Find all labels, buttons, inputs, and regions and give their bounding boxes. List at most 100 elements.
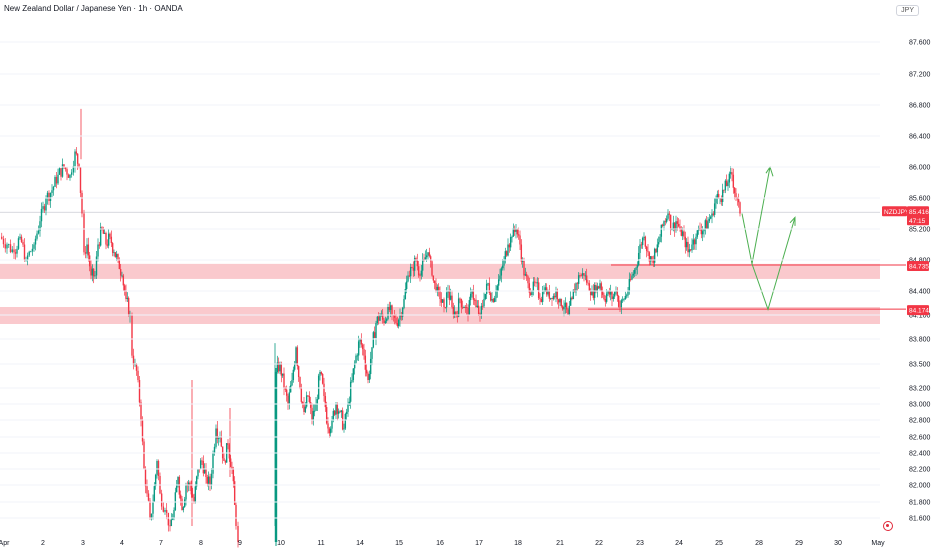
candle-body	[368, 374, 371, 380]
candle-body	[9, 244, 12, 253]
candle-body	[677, 223, 680, 227]
candle-body	[387, 307, 389, 320]
candle-body	[220, 437, 223, 447]
candle-body	[90, 266, 92, 276]
candle-body	[541, 292, 544, 302]
price-axis[interactable]: 87.600 87.200 86.800 86.400 86.000 85.600 85.2…	[0, 40, 931, 523]
candle-body	[476, 305, 479, 307]
time-axis[interactable]: Apr 2 3 4 7 8 9 10 11 14 15 16 17 18 21 22 23 24 25 28 29 30 M…	[0, 540, 885, 547]
candle-body	[599, 283, 601, 289]
candle-body	[701, 231, 704, 235]
candle-body	[528, 283, 531, 293]
candle-body	[348, 401, 351, 404]
candle-body	[175, 485, 178, 493]
candle-body	[221, 446, 224, 459]
candle-body	[320, 372, 323, 374]
candle-body	[524, 274, 527, 276]
candle-body	[403, 299, 405, 308]
candle-body	[615, 291, 617, 293]
candle-body	[411, 267, 413, 268]
candle-body	[481, 305, 484, 307]
candle-body	[459, 298, 461, 300]
candle-body	[121, 275, 123, 277]
candle-body	[665, 218, 668, 222]
symbol-tag-bg	[882, 206, 907, 217]
candle-body	[560, 299, 563, 307]
candle-body	[153, 486, 156, 502]
candle-body	[577, 275, 580, 284]
candle-body	[331, 420, 333, 429]
candle-body	[293, 363, 296, 370]
candle-body	[736, 198, 739, 200]
candle-body	[415, 258, 417, 260]
candle-body	[279, 364, 281, 372]
candle-body	[705, 220, 708, 229]
candle-body	[185, 485, 187, 500]
candle-body	[113, 252, 115, 254]
y-tick-label: 81.600	[909, 516, 931, 523]
candle-body	[339, 411, 341, 413]
candle-body	[281, 373, 284, 376]
candle-body	[36, 233, 38, 239]
candle-body	[576, 283, 579, 285]
x-tick-label: 8	[199, 540, 203, 547]
candle-body	[385, 319, 388, 322]
candle-body	[131, 315, 133, 356]
candle-body	[54, 176, 56, 187]
candle-body	[179, 494, 182, 499]
candle-body	[592, 291, 595, 298]
candle-body	[649, 256, 652, 262]
candle-body	[735, 193, 737, 198]
candle-body	[194, 486, 197, 502]
candle-body	[384, 321, 387, 323]
candle-body	[143, 441, 145, 469]
candle-body	[571, 297, 573, 299]
candle-body	[183, 499, 186, 508]
candle-body	[19, 236, 21, 239]
candle-body	[631, 275, 633, 280]
candle-body	[632, 273, 635, 276]
candle-body	[548, 291, 551, 299]
candle-body	[197, 469, 199, 477]
candle-body	[692, 239, 695, 245]
candle-body	[579, 275, 581, 277]
y-tick-label: 83.200	[909, 386, 931, 393]
candle-body	[583, 273, 585, 276]
candle-body	[731, 172, 733, 175]
candle-body	[336, 404, 339, 414]
candle-body	[140, 402, 142, 420]
candle-body	[83, 213, 85, 253]
candle-body	[509, 237, 512, 248]
candle-body	[106, 244, 109, 246]
candle-body	[584, 275, 587, 277]
candle-body	[520, 244, 523, 262]
y-tick-label: 82.800	[909, 418, 931, 425]
x-tick-label: 18	[514, 540, 522, 547]
candle-body	[604, 299, 607, 302]
candle-body	[357, 341, 360, 356]
settings-icon[interactable]	[883, 521, 893, 531]
candle-body	[512, 228, 515, 237]
currency-badge[interactable]: JPY	[896, 5, 919, 16]
candle-body	[40, 208, 43, 222]
y-tick-label: 86.000	[909, 165, 931, 172]
candle-body	[712, 213, 715, 215]
candle-body	[437, 286, 440, 291]
x-tick-label: 9	[238, 540, 242, 547]
candle-body	[206, 477, 209, 484]
level-tag: 84.174	[909, 308, 929, 315]
candle-body	[205, 468, 207, 477]
candle-body	[707, 221, 709, 229]
candle-body	[169, 525, 171, 527]
candle-body	[683, 231, 685, 237]
candle-body	[612, 296, 615, 299]
candle-body	[332, 410, 335, 420]
chart-title: New Zealand Dollar / Japanese Yen · 1h ·…	[4, 4, 183, 13]
candle-body	[117, 254, 119, 260]
candle-body	[43, 206, 46, 211]
candle-body	[711, 213, 713, 217]
candle-body	[529, 292, 532, 296]
candle-body	[629, 278, 632, 280]
x-tick-label: 24	[675, 540, 683, 547]
